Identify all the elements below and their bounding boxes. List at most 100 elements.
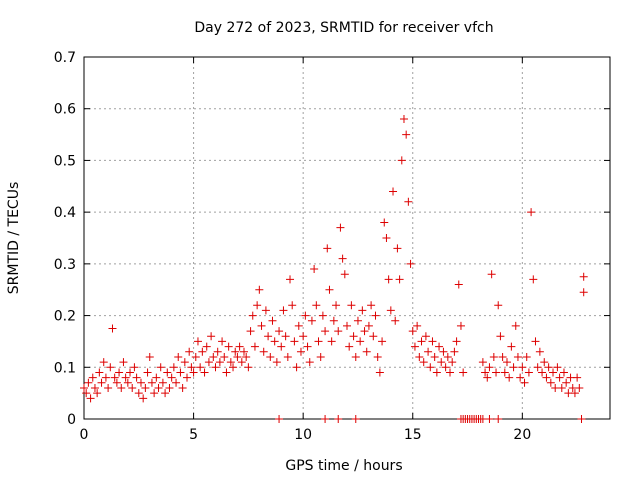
data-point (106, 363, 115, 372)
data-point (397, 156, 406, 165)
data-point (487, 270, 496, 279)
data-point (198, 347, 207, 356)
data-point (255, 285, 264, 294)
data-point (325, 285, 334, 294)
data-point (147, 378, 156, 387)
data-point (211, 363, 220, 372)
data-point (432, 368, 441, 377)
data-point (180, 358, 189, 367)
data-point (559, 368, 568, 377)
data-point (161, 389, 170, 398)
data-point (176, 368, 185, 377)
data-point (456, 321, 465, 330)
data-point (303, 342, 312, 351)
data-point (485, 363, 494, 372)
data-point (88, 373, 97, 382)
data-point (95, 368, 104, 377)
y-tick-label: 0.1 (54, 360, 76, 376)
data-point (97, 378, 106, 387)
data-point (443, 352, 452, 361)
data-point (364, 321, 373, 330)
data-point (152, 373, 161, 382)
data-point (266, 352, 275, 361)
data-point (259, 347, 268, 356)
data-point (191, 352, 200, 361)
data-point (172, 378, 181, 387)
data-point (358, 306, 367, 315)
data-point (145, 352, 154, 361)
data-point (371, 311, 380, 320)
data-point (351, 352, 360, 361)
data-point (507, 342, 516, 351)
data-point (332, 301, 341, 310)
y-tick-label: 0 (67, 412, 76, 428)
data-point (522, 352, 531, 361)
plot-frame (83, 56, 611, 420)
data-point (540, 358, 549, 367)
data-point (261, 306, 270, 315)
data-point (494, 301, 503, 310)
y-tick-label: 0.4 (54, 205, 76, 221)
data-point (384, 275, 393, 284)
y-tick-label: 0.3 (54, 257, 76, 273)
data-point (373, 352, 382, 361)
data-point (123, 378, 132, 387)
data-point (538, 368, 547, 377)
data-point (218, 337, 227, 346)
data-point (524, 368, 533, 377)
data-point (448, 358, 457, 367)
chart-title: Day 272 of 2023, SRMTID for receiver vfc… (194, 20, 493, 36)
y-tick-label: 0.7 (54, 50, 76, 66)
data-point (389, 187, 398, 196)
data-point (130, 363, 139, 372)
data-point (336, 223, 345, 232)
data-point (134, 389, 143, 398)
grid (84, 57, 610, 419)
data-point (323, 244, 332, 253)
data-point (321, 327, 330, 336)
data-point (529, 275, 538, 284)
data-point (334, 327, 343, 336)
data-point (562, 378, 571, 387)
data-point (316, 352, 325, 361)
data-point (340, 270, 349, 279)
data-point (239, 347, 248, 356)
data-point (90, 383, 99, 392)
data-point (222, 368, 231, 377)
axis-ticks: 0 0.1 0.2 0.3 0.4 0.5 0.6 0.7 0 5 10 15 20 (54, 50, 610, 443)
data-point (413, 321, 422, 330)
data-point (557, 383, 566, 392)
y-tick-label: 0.2 (54, 309, 76, 325)
data-point (200, 368, 209, 377)
data-point (505, 373, 514, 382)
data-points (80, 115, 588, 423)
data-point (496, 332, 505, 341)
data-point (399, 115, 408, 124)
gap-marker (351, 415, 360, 423)
data-point (299, 332, 308, 341)
data-point (542, 373, 551, 382)
data-point (356, 337, 365, 346)
data-point (296, 347, 305, 356)
data-point (329, 316, 338, 325)
data-point (202, 342, 211, 351)
data-point (279, 306, 288, 315)
data-point (167, 373, 176, 382)
data-point (132, 373, 141, 382)
data-point (415, 352, 424, 361)
data-point (367, 301, 376, 310)
data-point (196, 363, 205, 372)
data-point (435, 342, 444, 351)
data-point (382, 234, 391, 242)
data-point (193, 337, 202, 346)
data-point (492, 368, 501, 377)
y-tick-label: 0.5 (54, 153, 76, 169)
data-point (441, 363, 450, 372)
x-tick-label: 20 (513, 427, 531, 443)
data-point (275, 327, 284, 336)
data-point (99, 358, 108, 367)
data-point (235, 342, 244, 351)
data-point (498, 352, 507, 361)
data-point (459, 368, 468, 377)
